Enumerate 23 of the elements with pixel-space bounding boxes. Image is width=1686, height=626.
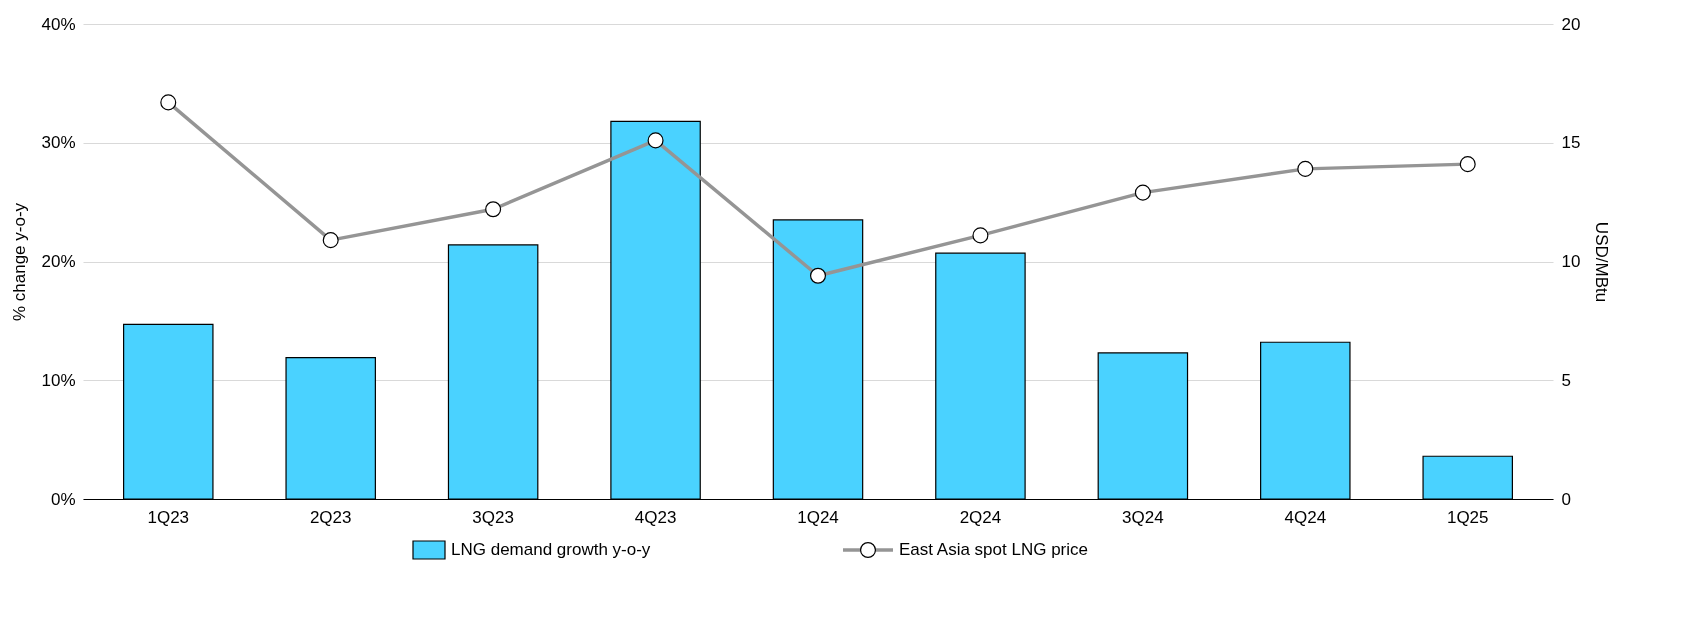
x-tick-label: 4Q23 [634,507,677,527]
y-axis-title: % change y-o-y [10,202,30,322]
y2-tick-label: 5 [1561,370,1571,390]
y-tick-label: 30% [41,133,76,153]
x-tick-label: 1Q25 [1446,507,1489,527]
x-tick-label: 3Q23 [472,507,514,527]
x-tick-label: 1Q23 [147,507,190,527]
legend-label: LNG demand growth y-o-y [451,540,651,559]
x-tick-label: 3Q24 [1122,507,1164,527]
legend-label: East Asia spot LNG price [899,540,1088,559]
y2-tick-label: 10 [1561,252,1581,271]
y2-tick-label: 15 [1561,133,1581,153]
y-tick-label: 10% [41,370,76,390]
x-tick-label: 4Q24 [1284,507,1327,527]
y-tick-label: 0% [50,489,76,509]
x-tick-label: 2Q24 [959,507,1002,527]
y2-tick-label: 0 [1561,489,1571,509]
y-tick-label: 20% [41,252,76,271]
y2-axis-title: USD/MBtu [1592,221,1612,303]
y-tick-label: 40% [41,14,76,34]
y2-tick-label: 20 [1561,14,1581,34]
x-tick-label: 2Q23 [309,507,352,527]
x-tick-label: 1Q24 [797,507,839,527]
